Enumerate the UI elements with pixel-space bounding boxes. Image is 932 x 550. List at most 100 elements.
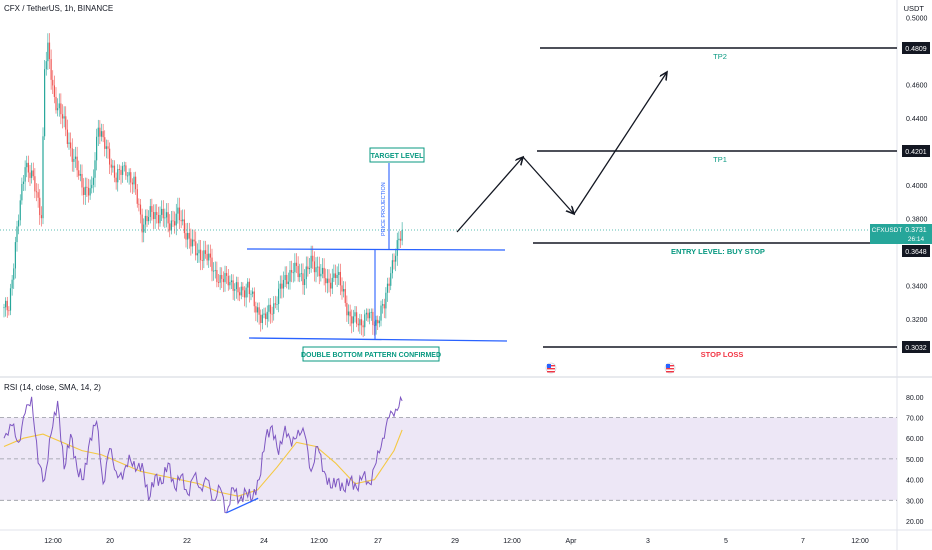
candle	[321, 258, 324, 279]
tp2-price-tag	[902, 42, 930, 54]
target-box[interactable]	[369, 147, 425, 163]
path-leg-1[interactable]	[456, 157, 523, 233]
candle	[96, 128, 98, 171]
candle	[377, 315, 379, 330]
candle	[395, 248, 397, 272]
candle	[151, 198, 153, 221]
candle	[217, 273, 220, 288]
candle	[401, 222, 403, 246]
rsi-tick-label: 60.00	[906, 436, 924, 443]
candle	[237, 276, 239, 301]
rsi-tick-label: 20.00	[906, 519, 924, 526]
candle	[279, 275, 281, 299]
countdown-text: 26:14	[908, 236, 925, 243]
candle	[97, 119, 99, 147]
tp1-label: TP1	[713, 155, 727, 164]
rsi-tick-label: 50.00	[906, 457, 924, 464]
candle	[248, 278, 250, 303]
candle	[310, 245, 312, 273]
candle	[365, 308, 367, 321]
candle	[165, 203, 168, 228]
candle	[226, 265, 228, 284]
candle	[19, 194, 21, 226]
candle	[53, 75, 55, 104]
candle	[3, 303, 5, 318]
candle	[55, 87, 57, 114]
candle	[161, 200, 163, 222]
rsi-divergence-line[interactable]	[226, 497, 259, 514]
candle	[300, 263, 302, 282]
candle	[357, 318, 359, 332]
candle	[175, 203, 177, 236]
candle	[107, 139, 109, 159]
bottom-support-line[interactable]	[248, 337, 508, 342]
candle	[255, 301, 257, 322]
time-tick-label: 20	[106, 538, 114, 545]
pattern-box[interactable]	[302, 346, 440, 362]
time-tick-label: 22	[183, 538, 191, 545]
candle	[221, 267, 223, 289]
candle	[229, 275, 231, 290]
candle	[91, 176, 93, 194]
candle	[239, 287, 241, 302]
price-tick-label: 0.5000	[906, 16, 928, 23]
path-leg-3[interactable]	[573, 72, 667, 215]
candle	[343, 281, 345, 298]
candlestick-series	[3, 33, 403, 338]
candle	[128, 168, 130, 185]
tp2-price-text: 0.4809	[905, 46, 927, 53]
candle	[70, 132, 72, 157]
candle	[198, 239, 200, 263]
candle	[61, 104, 64, 129]
candle	[232, 274, 234, 300]
candle	[139, 198, 142, 224]
candle	[281, 275, 283, 299]
pattern-text: DOUBLE BOTTOM PATTERN CONFIRMED	[301, 352, 441, 359]
candle	[109, 142, 111, 175]
us-flag-icon[interactable]	[545, 362, 557, 374]
candle	[391, 253, 393, 279]
candle	[282, 271, 285, 298]
candle	[331, 268, 333, 295]
candle	[256, 302, 259, 323]
candle	[276, 296, 278, 311]
candle	[326, 269, 328, 294]
neckline[interactable]	[246, 248, 506, 251]
candle	[356, 306, 358, 328]
time-tick-label: 7	[801, 538, 805, 545]
candle	[123, 161, 125, 172]
candle	[8, 306, 10, 316]
entry-price-text: 0.3648	[905, 249, 927, 256]
candle	[40, 206, 42, 227]
candle	[14, 236, 16, 279]
candle	[104, 130, 106, 157]
tp1-price-text: 0.4201	[905, 149, 927, 156]
candle	[187, 222, 189, 250]
candle	[219, 267, 221, 290]
stop-price-text: 0.3032	[905, 345, 927, 352]
candle	[172, 210, 174, 227]
candle	[167, 203, 169, 233]
current-price-text: 0.3731	[905, 227, 927, 234]
candle	[271, 306, 273, 323]
path-leg-2[interactable]	[522, 156, 574, 214]
candle	[388, 277, 390, 293]
candle	[39, 189, 41, 225]
candle	[177, 197, 179, 224]
entry-price-tag	[902, 245, 930, 257]
us-flag-icon[interactable]	[664, 362, 676, 374]
candle	[378, 316, 380, 328]
candle	[333, 264, 335, 282]
candle	[287, 272, 289, 290]
candle	[243, 286, 246, 307]
candle	[86, 177, 88, 197]
candle	[37, 183, 39, 208]
candle	[120, 165, 122, 185]
candle	[182, 209, 184, 226]
candle	[315, 257, 317, 283]
candle	[304, 269, 306, 296]
candle	[79, 164, 81, 182]
stop-price-tag	[902, 341, 930, 353]
candle	[6, 296, 8, 318]
